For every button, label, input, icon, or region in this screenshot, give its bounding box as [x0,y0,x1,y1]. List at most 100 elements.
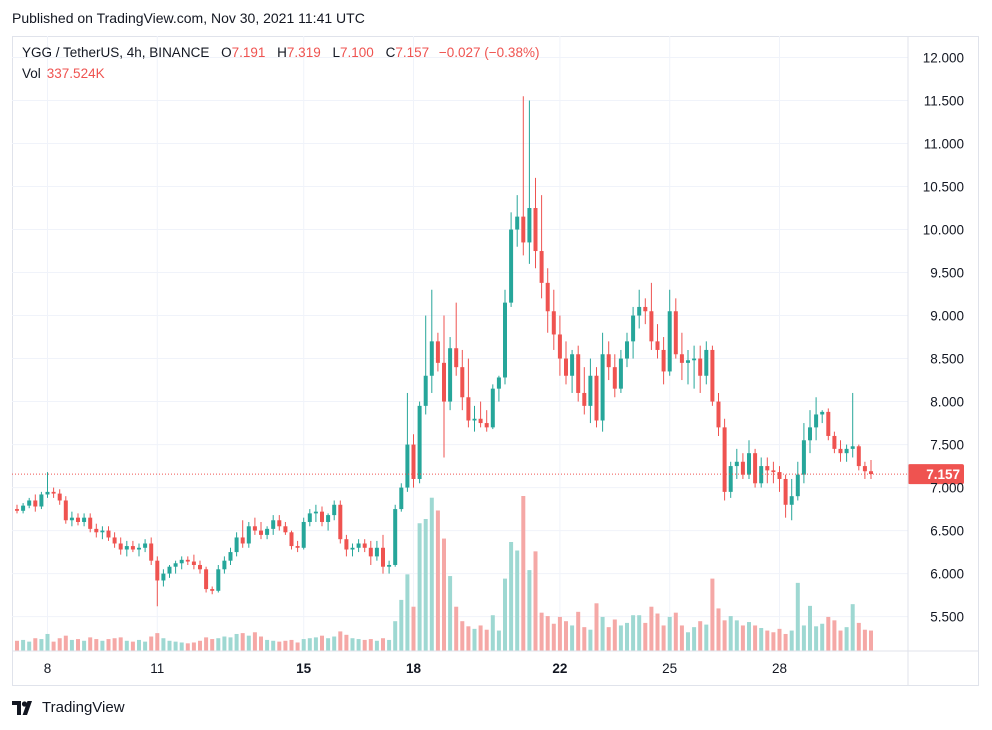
volume-bar [350,638,355,651]
candle-body [692,358,697,361]
volume-bar [801,625,806,651]
price-tick-label: 11.500 [924,94,964,109]
volume-bar [747,622,751,651]
candle-body [51,491,56,494]
volume-bar [417,523,422,651]
price-tick-label: 5.500 [930,610,964,625]
candle-body [612,367,617,389]
volume-bar [844,627,849,651]
volume-bar [716,608,721,651]
candle-body [820,411,825,415]
candle-body [429,341,434,376]
candle-body [283,526,288,533]
volume-bar [771,632,776,651]
candle-body [673,311,678,355]
last-price-label-bg [908,464,964,485]
candle-body [765,466,770,471]
candle-body [503,302,507,378]
candle-body [106,530,111,538]
candle-body [277,520,282,527]
volume-bar [204,637,209,651]
candle-body [509,229,514,303]
volume-bar [252,632,257,651]
volume-bar [405,574,410,651]
candle-body [521,216,526,243]
candle-body [155,560,160,581]
date-tick-label: 18 [406,661,422,676]
volume-bar [509,541,514,651]
candle-body [442,362,446,402]
candle-body [527,208,532,243]
candle-body [417,405,422,479]
candle-body [320,511,324,522]
volume-bar [503,578,507,651]
high-value: 7.319 [286,45,321,60]
volume-bar [472,628,477,651]
volume-bar [173,641,178,651]
candle-body [82,517,87,522]
candle-body [588,375,593,406]
volume-bar [374,640,379,651]
volume-bar [448,576,453,651]
time-axis[interactable]: 8 11 15 18 22 25 28 [12,650,979,676]
candle-body [246,526,251,544]
volume-bar [698,621,703,651]
candle-body [679,354,684,363]
price-tick-label: 7.000 [930,481,964,496]
candle-body [344,539,349,550]
candle-body [295,546,300,548]
volume-bar [344,634,349,651]
volume-bar [533,551,538,651]
volume-value: 337.524K [46,66,105,81]
volume-bar [478,625,483,651]
open-value: 7.191 [231,45,266,60]
candle-body [734,461,739,467]
volume-bar [246,635,251,651]
volume-bar [69,639,74,651]
price-axis[interactable]: 12.000 11.500 11.000 10.500 10.000 9.500 9.000… [907,36,964,686]
volume-bars [15,496,873,651]
last-price-line: 7.157 [12,464,964,485]
candle-body [387,564,392,567]
candle-body [655,341,660,350]
volume-bar [789,630,794,651]
volume-bar [856,622,861,651]
candle-body [557,334,562,359]
volume-bar [521,496,526,651]
price-tick-label: 10.000 [923,223,964,238]
volume-label: Vol [22,66,41,81]
candle-body [265,528,270,535]
candle-body [326,515,331,522]
candle-body [759,466,764,484]
volume-bar [179,642,184,651]
candle-body [405,444,410,488]
candle-body [332,504,337,516]
candle-body [100,530,105,533]
candle-body [826,411,831,436]
volume-bar [631,615,636,651]
candle-body [39,494,44,507]
candle-body [252,526,257,531]
candle-body [606,354,611,368]
candle-body [472,418,477,421]
volume-bar [118,637,123,651]
high-label: H [277,45,287,60]
symbol-title[interactable]: YGG / TetherUS, 4h, BINANCE [22,45,210,60]
candle-body [795,474,800,497]
volume-bar [387,639,392,651]
candle-body [466,397,471,421]
volume-bar [606,627,611,651]
volume-bar [679,625,684,651]
volume-bar [320,635,324,651]
candle-body [551,311,556,335]
footer-brand[interactable]: TradingView [12,699,125,716]
volume-bar [594,603,599,651]
candle-body [631,315,636,342]
candle-body [667,311,672,372]
candle-body [856,446,861,467]
candlestick-chart[interactable]: 7.157 12.000 11.500 11.000 10.500 10.000 9.50… [12,36,979,686]
volume-bar [429,497,434,651]
footer-brand-label: TradingView [42,699,125,716]
volume-bar [545,616,550,651]
volume-bar [265,639,270,651]
